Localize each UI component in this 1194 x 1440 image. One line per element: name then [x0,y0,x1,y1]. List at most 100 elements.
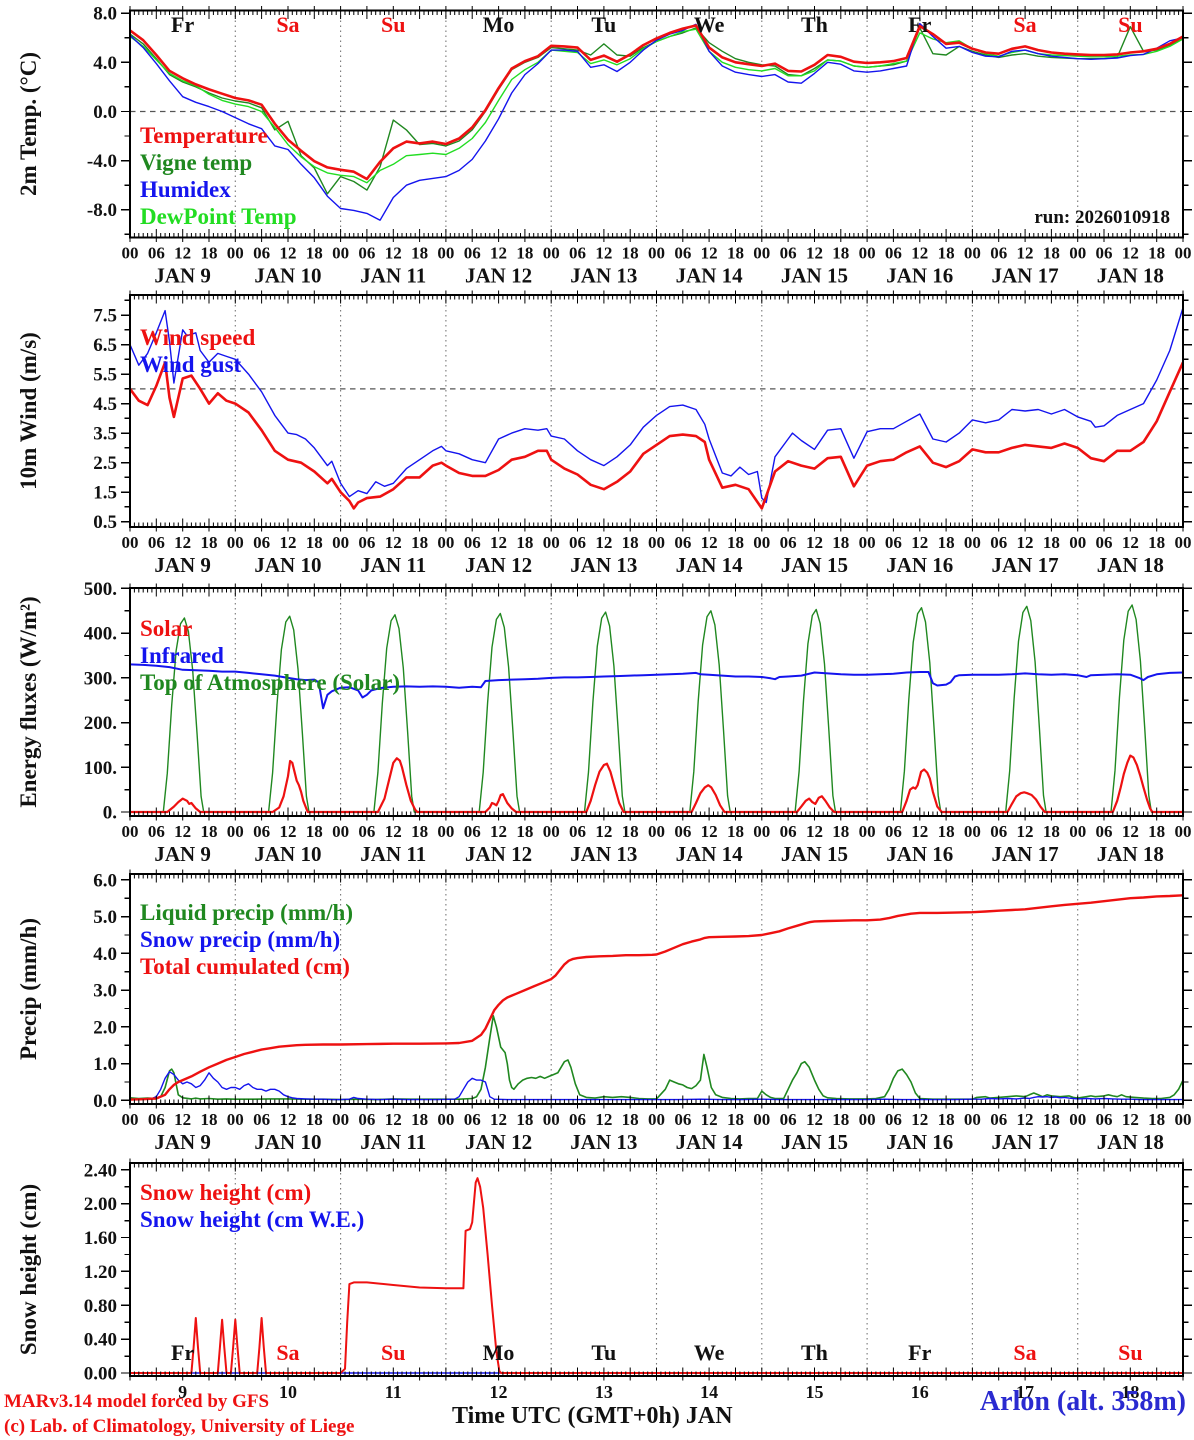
day-label-fr: Fr [171,12,194,37]
x-jan-label: JAN 10 [254,264,321,288]
x-jan-label: JAN 17 [992,1130,1059,1154]
x-hour-label: 00 [122,822,139,841]
x-hour-label: 18 [1043,1110,1060,1129]
x-day-number: 9 [178,1382,187,1402]
x-hour-label: 12 [279,533,296,552]
x-day-number: 18 [1121,1382,1139,1402]
series-temperature [130,24,1183,181]
legend-vigne-temp: Vigne temp [140,150,252,175]
x-hour-label: 06 [358,244,375,263]
x-hour-label: 00 [437,244,454,263]
day-label-su: Su [1118,1340,1142,1365]
y-ticks [121,879,1192,1101]
x-jan-label: JAN 17 [992,553,1059,577]
x-hour-label: 06 [885,1110,902,1129]
x-hour-label: 18 [306,533,323,552]
x-hour-label: 00 [859,244,876,263]
x-hour-label: 06 [885,533,902,552]
x-hour-label: 00 [122,533,139,552]
x-hour-label: 06 [990,822,1007,841]
x-hour-label: 06 [569,244,586,263]
x-hour-label: 06 [885,822,902,841]
y-tick-label: 0.0 [93,1091,117,1112]
x-hour-label: 06 [464,1110,481,1129]
x-hour-label: 18 [411,822,428,841]
y-axis-title: Energy fluxes (W/m²) [16,596,41,807]
legend-snow-height-cm-w-e: Snow height (cm W.E.) [140,1207,364,1232]
x-hour-label: 18 [727,822,744,841]
x-hour-label: 00 [1069,822,1086,841]
x-hour-label: 18 [832,533,849,552]
y-tick-label: 4.5 [93,394,117,415]
x-hour-label: 12 [1122,822,1139,841]
model-credit: MARv3.14 model forced by GFS [4,1391,270,1412]
x-hour-label: 18 [306,244,323,263]
y-tick-label: 400. [84,624,117,645]
x-hour-label: 06 [148,1110,165,1129]
x-hour-label: 06 [358,1110,375,1129]
x-hour-label: 06 [780,533,797,552]
series-snow-precip-mm-h [130,1070,1183,1101]
x-hour-label: 06 [990,244,1007,263]
x-hour-label: 06 [780,1110,797,1129]
x-hour-label: 06 [1096,533,1113,552]
x-hour-label: 18 [938,1110,955,1129]
day-label-fr: Fr [908,1340,931,1365]
day-label-we: We [694,1340,725,1365]
y-tick-label: 5.5 [93,365,117,386]
x-jan-label: JAN 14 [676,1130,744,1154]
y-tick-label: -4.0 [87,151,117,172]
x-hour-label: 06 [253,822,270,841]
x-hour-label: 06 [464,244,481,263]
day-label-tu: Tu [591,12,616,37]
y-tick-label: 0. [103,802,117,823]
day-label-su: Su [381,1340,405,1365]
x-hour-label: 00 [332,1110,349,1129]
x-hour-label: 00 [543,533,560,552]
day-label-su: Su [381,12,405,37]
series-humidex [130,22,1183,221]
x-hour-label: 12 [1017,533,1034,552]
x-jan-label: JAN 11 [360,264,426,288]
x-hour-label: 12 [911,1110,928,1129]
x-day-number: 17 [1016,1382,1034,1402]
panel-wind: 7.5 6.5 5.5 4.5 3.5 2.5 1.5 0.5 10m Wind (m/s) Wi… [16,290,1192,577]
x-hour-label: 06 [464,822,481,841]
y-tick-label: 0.00 [84,1364,117,1385]
x-hour-label: 12 [1017,822,1034,841]
x-jan-label: JAN 15 [781,1130,848,1154]
x-hour-label: 12 [595,244,612,263]
series-wind-speed [130,360,1183,510]
legend-snow-height-cm: Snow height (cm) [140,1180,311,1205]
x-hour-label: 06 [253,244,270,263]
x-hour-label: 12 [806,533,823,552]
y-tick-label: 100. [84,758,117,779]
x-hour-label: 00 [1069,1110,1086,1129]
series-liquid-precip-mm-h [130,1014,1183,1101]
x-jan-label: JAN 9 [154,842,211,866]
x-hour-label: 06 [674,244,691,263]
day-label-fr: Fr [171,1340,194,1365]
x-jan-label: JAN 14 [676,553,744,577]
x-hour-label: 00 [753,822,770,841]
x-hour-label: 12 [806,1110,823,1129]
x-hour-label: 06 [464,533,481,552]
series-snow-height-cm [130,1177,1183,1374]
x-hour-label: 06 [569,1110,586,1129]
x-hour-label: 12 [1122,244,1139,263]
x-jan-label: JAN 9 [154,264,211,288]
x-hour-label: 00 [964,822,981,841]
x-hour-label: 06 [148,533,165,552]
day-label-th: Th [801,12,828,37]
x-hour-label: 12 [385,822,402,841]
x-hour-label: 06 [148,822,165,841]
x-hour-label: 06 [148,244,165,263]
x-hour-label: 18 [516,1110,533,1129]
day-label-mo: Mo [483,1340,515,1365]
x-jan-label: JAN 12 [465,1130,532,1154]
panel-temp: 8.0 4.0 0.0 -4.0 -8.0 2m Temp. (°C) Temperatur… [16,4,1192,288]
y-tick-label: 0.40 [84,1330,117,1351]
x-jan-label: JAN 13 [570,264,637,288]
x-jan-label: JAN 9 [154,553,211,577]
